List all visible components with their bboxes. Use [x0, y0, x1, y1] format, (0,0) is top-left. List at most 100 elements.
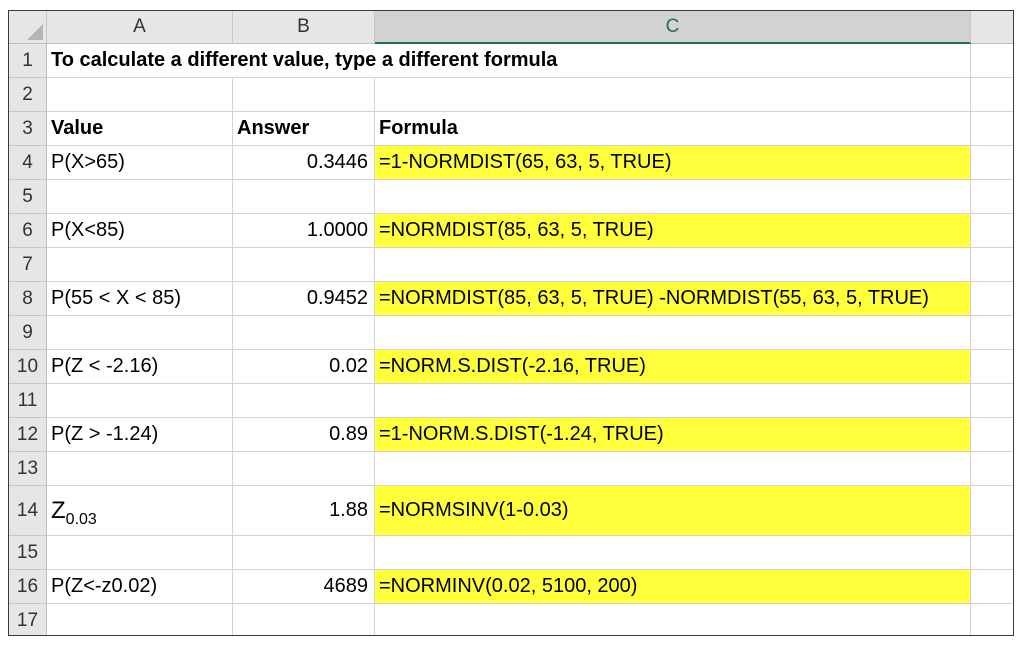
cell-d[interactable] — [971, 112, 1013, 146]
sheet-row: 11 — [9, 384, 1013, 418]
row-header[interactable]: 17 — [9, 604, 47, 635]
cell-c[interactable] — [375, 180, 971, 214]
cell-c[interactable]: =NORMDIST(85, 63, 5, TRUE) — [375, 214, 971, 248]
cell-c[interactable] — [375, 536, 971, 570]
cell-d[interactable] — [971, 486, 1013, 536]
z-symbol: Z — [51, 497, 66, 524]
row-header[interactable]: 8 — [9, 282, 47, 316]
cell-d[interactable] — [971, 570, 1013, 604]
row-header[interactable]: 14 — [9, 486, 47, 536]
cell-d[interactable] — [971, 384, 1013, 418]
row-header[interactable]: 15 — [9, 536, 47, 570]
cell-a[interactable]: P(X>65) — [47, 146, 233, 180]
cell-c[interactable]: =NORMSINV(1-0.03) — [375, 486, 971, 536]
cell-a[interactable] — [47, 536, 233, 570]
cell-a[interactable]: P(Z > -1.24) — [47, 418, 233, 452]
cell-b[interactable] — [233, 44, 375, 78]
row-header[interactable]: 2 — [9, 78, 47, 112]
row-header[interactable]: 9 — [9, 316, 47, 350]
cell-d[interactable] — [971, 248, 1013, 282]
cell-a[interactable] — [47, 180, 233, 214]
row-header[interactable]: 3 — [9, 112, 47, 146]
cell-b[interactable] — [233, 536, 375, 570]
cell-a[interactable]: To calculate a different value, type a d… — [47, 44, 557, 78]
cell-d[interactable] — [971, 316, 1013, 350]
row-header[interactable]: 12 — [9, 418, 47, 452]
sheet-row: 4 P(X>65) 0.3446 =1-NORMDIST(65, 63, 5, TRU… — [9, 146, 1013, 180]
cell-b[interactable] — [233, 384, 375, 418]
sheet-rows: 1 To calculate a different value, type a … — [9, 44, 1013, 635]
column-header-d[interactable] — [971, 11, 1013, 44]
cell-d[interactable] — [971, 604, 1013, 635]
cell-d[interactable] — [971, 350, 1013, 384]
cell-d[interactable] — [971, 214, 1013, 248]
cell-a[interactable] — [47, 248, 233, 282]
sheet-row: 1 To calculate a different value, type a … — [9, 44, 1013, 78]
cell-c[interactable] — [375, 604, 971, 635]
cell-b[interactable] — [233, 78, 375, 112]
row-header[interactable]: 5 — [9, 180, 47, 214]
row-header[interactable]: 11 — [9, 384, 47, 418]
cell-a[interactable]: Z0.03 — [47, 486, 233, 536]
cell-c[interactable] — [375, 44, 971, 78]
cell-a[interactable]: P(Z < -2.16) — [47, 350, 233, 384]
cell-d[interactable] — [971, 78, 1013, 112]
cell-b[interactable] — [233, 248, 375, 282]
cell-b[interactable] — [233, 604, 375, 635]
row-header[interactable]: 13 — [9, 452, 47, 486]
cell-b[interactable] — [233, 316, 375, 350]
cell-d[interactable] — [971, 418, 1013, 452]
cell-b[interactable]: 1.88 — [233, 486, 375, 536]
cell-a[interactable]: P(Z<-z0.02) — [47, 570, 233, 604]
cell-b[interactable]: 0.89 — [233, 418, 375, 452]
sheet-row: 6 P(X<85) 1.0000 =NORMDIST(85, 63, 5, TRUE) — [9, 214, 1013, 248]
cell-c[interactable] — [375, 78, 971, 112]
cell-c[interactable] — [375, 248, 971, 282]
cell-d[interactable] — [971, 146, 1013, 180]
cell-c[interactable]: =1-NORMDIST(65, 63, 5, TRUE) — [375, 146, 971, 180]
row-header[interactable]: 4 — [9, 146, 47, 180]
cell-a[interactable]: P(55 < X < 85) — [47, 282, 233, 316]
row-header[interactable]: 10 — [9, 350, 47, 384]
cell-b[interactable]: 1.0000 — [233, 214, 375, 248]
z-subscript: 0.03 — [65, 511, 97, 528]
cell-d[interactable] — [971, 452, 1013, 486]
sheet-row: 3 Value Answer Formula — [9, 112, 1013, 146]
cell-c[interactable]: =NORMINV(0.02, 5100, 200) — [375, 570, 971, 604]
row-header[interactable]: 1 — [9, 44, 47, 78]
cell-d[interactable] — [971, 282, 1013, 316]
cell-c[interactable] — [375, 452, 971, 486]
cell-b[interactable]: 0.3446 — [233, 146, 375, 180]
select-all-corner[interactable] — [9, 11, 47, 44]
cell-a[interactable]: Value — [47, 112, 233, 146]
cell-c[interactable] — [375, 316, 971, 350]
cell-b[interactable]: Answer — [233, 112, 375, 146]
cell-c[interactable] — [375, 384, 971, 418]
cell-c[interactable]: =NORMDIST(85, 63, 5, TRUE) -NORMDIST(55,… — [375, 282, 971, 316]
cell-a[interactable] — [47, 452, 233, 486]
cell-d[interactable] — [971, 44, 1013, 78]
cell-a[interactable] — [47, 384, 233, 418]
row-header[interactable]: 16 — [9, 570, 47, 604]
column-header-b[interactable]: B — [233, 11, 375, 44]
row-header[interactable]: 6 — [9, 214, 47, 248]
cell-a[interactable] — [47, 604, 233, 635]
column-header-a[interactable]: A — [47, 11, 233, 44]
spreadsheet-frame: A B C 1 To calculate a different value, t… — [8, 10, 1014, 636]
cell-a[interactable] — [47, 316, 233, 350]
cell-a[interactable] — [47, 78, 233, 112]
cell-c[interactable]: =NORM.S.DIST(-2.16, TRUE) — [375, 350, 971, 384]
cell-b[interactable] — [233, 452, 375, 486]
sheet-row: 16 P(Z<-z0.02) 4689 =NORMINV(0.02, 5100, 20… — [9, 570, 1013, 604]
cell-d[interactable] — [971, 536, 1013, 570]
column-header-c[interactable]: C — [375, 11, 971, 44]
cell-b[interactable]: 4689 — [233, 570, 375, 604]
row-header[interactable]: 7 — [9, 248, 47, 282]
cell-c[interactable]: =1-NORM.S.DIST(-1.24, TRUE) — [375, 418, 971, 452]
cell-d[interactable] — [971, 180, 1013, 214]
cell-a[interactable]: P(X<85) — [47, 214, 233, 248]
cell-b[interactable]: 0.02 — [233, 350, 375, 384]
cell-c[interactable]: Formula — [375, 112, 971, 146]
cell-b[interactable]: 0.9452 — [233, 282, 375, 316]
cell-b[interactable] — [233, 180, 375, 214]
